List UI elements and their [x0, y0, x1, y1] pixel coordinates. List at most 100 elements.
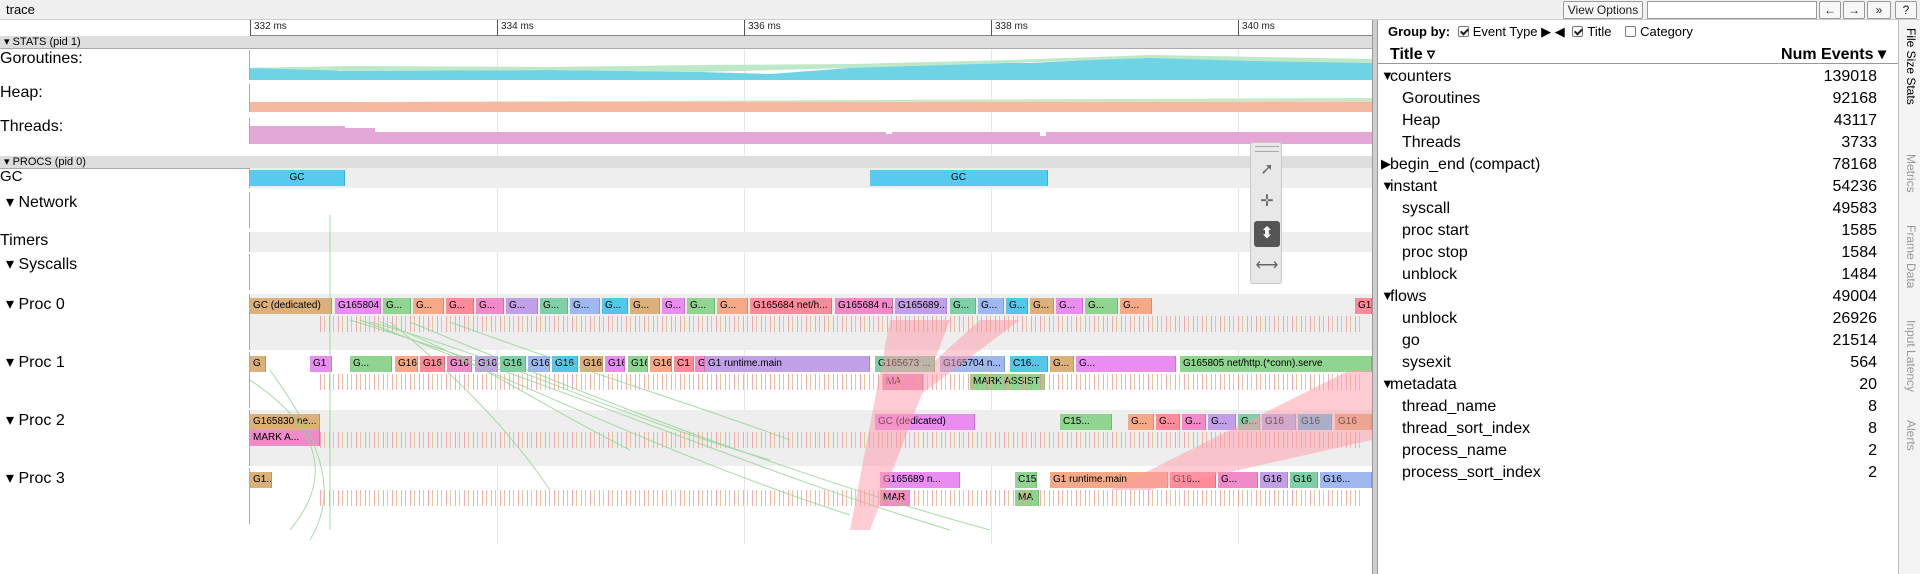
goroutine-slice[interactable]: G... — [506, 298, 538, 314]
goroutine-slice[interactable]: C15 — [1015, 472, 1037, 488]
table-row[interactable]: ▼ counters 139018 — [1378, 66, 1898, 88]
goroutine-slice[interactable]: G... — [1128, 414, 1154, 430]
network-label[interactable]: ▾ Network — [0, 192, 250, 228]
table-row[interactable]: ▼ flows 49004 — [1378, 286, 1898, 308]
goroutine-slice[interactable]: G165805 net/http.(*conn).serve — [1180, 356, 1372, 372]
tab-metrics[interactable]: Metrics — [1904, 154, 1918, 193]
timing-tool-icon[interactable]: ⟷ — [1255, 257, 1279, 274]
goroutine-slice[interactable]: G165689... — [895, 298, 947, 314]
table-row[interactable]: proc stop 1584 — [1378, 242, 1898, 264]
title-option[interactable]: Title — [1587, 24, 1612, 39]
table-row[interactable]: sysexit 564 — [1378, 352, 1898, 374]
category-checkbox[interactable] — [1625, 26, 1637, 37]
panel-splitter[interactable] — [1372, 20, 1378, 574]
find-prev-button[interactable]: ← — [1819, 1, 1841, 19]
goroutine-slice[interactable]: G16 — [650, 356, 672, 372]
goroutine-slice[interactable]: G165684 n... — [835, 298, 893, 314]
title-checkbox[interactable] — [1572, 26, 1584, 37]
goroutine-slice[interactable]: C1 — [674, 356, 694, 372]
goroutine-slice[interactable]: G1 runtime.main — [705, 356, 870, 372]
table-row[interactable]: unblock 1484 — [1378, 264, 1898, 286]
expand-toggle-icon[interactable]: ▼ — [1381, 288, 1394, 303]
goroutine-slice[interactable]: G... — [1030, 298, 1054, 314]
proc0-track[interactable]: GC (dedicated)G165804 ...G...G...G...G..… — [250, 294, 1372, 350]
goroutines-counter-track[interactable] — [250, 50, 1372, 80]
goroutine-slice[interactable]: G... — [630, 298, 660, 314]
view-options-button[interactable]: View Options — [1563, 1, 1643, 19]
table-row[interactable]: go 21514 — [1378, 330, 1898, 352]
proc3-label[interactable]: ▾ Proc 3 — [0, 468, 250, 524]
table-row[interactable]: process_name 2 — [1378, 440, 1898, 462]
goroutine-slice[interactable]: G16 — [580, 356, 603, 372]
goroutine-slice[interactable]: G... — [950, 298, 976, 314]
event-type-option[interactable]: Event Type ▶ — [1472, 24, 1552, 39]
table-row[interactable]: Threads 3733 — [1378, 132, 1898, 154]
goroutine-slice[interactable]: G16 — [628, 356, 648, 372]
heap-counter-track[interactable] — [250, 84, 1372, 112]
expand-toggle-icon[interactable]: ▼ — [1381, 178, 1394, 193]
table-row[interactable]: ▶ begin_end (compact) 78168 — [1378, 154, 1898, 176]
proc1-label[interactable]: ▾ Proc 1 — [0, 352, 250, 408]
goroutine-slice[interactable]: G... — [1006, 298, 1028, 314]
goroutine-slice[interactable]: G... — [540, 298, 568, 314]
table-row[interactable]: process_sort_index 2 — [1378, 462, 1898, 484]
goroutine-slice[interactable]: G... — [1076, 356, 1176, 372]
goroutine-slice[interactable]: G16 — [1260, 472, 1288, 488]
goroutine-slice[interactable]: G... — [1182, 414, 1206, 430]
category-option[interactable]: Category — [1640, 24, 1693, 39]
goroutine-slice[interactable]: C15... — [1060, 414, 1112, 430]
table-row[interactable]: proc start 1585 — [1378, 220, 1898, 242]
goroutine-slice[interactable]: G1 — [695, 356, 705, 372]
goroutine-slice[interactable]: G... — [1156, 414, 1180, 430]
table-row[interactable]: unblock 26926 — [1378, 308, 1898, 330]
proc2-label[interactable]: ▾ Proc 2 — [0, 410, 250, 466]
help-button[interactable]: ? — [1895, 1, 1917, 19]
timeline-view[interactable]: 332 ms 334 ms 336 ms 338 ms 340 ms ▾ STA… — [0, 20, 1372, 574]
event-type-checkbox[interactable] — [1457, 26, 1469, 37]
goroutine-slice[interactable]: G16 — [420, 356, 445, 372]
time-ruler[interactable]: 332 ms 334 ms 336 ms 338 ms 340 ms — [250, 20, 1372, 36]
expand-toggle-icon[interactable]: ▶ — [1381, 156, 1391, 171]
goroutine-slice[interactable]: G165804 ... — [335, 298, 381, 314]
goroutine-slice[interactable]: GC (dedicated) — [250, 298, 332, 314]
search-input[interactable] — [1647, 1, 1817, 19]
goroutine-slice[interactable]: G165830 ne... — [250, 414, 320, 430]
mark-assist-slice[interactable]: MARK A... — [250, 430, 320, 446]
gc-track[interactable]: GC GC — [250, 168, 1372, 188]
goroutine-slice[interactable]: G16 — [395, 356, 418, 372]
goroutine-slice[interactable]: G1... — [250, 472, 272, 488]
table-row[interactable]: thread_sort_index 8 — [1378, 418, 1898, 440]
table-row[interactable]: Heap 43117 — [1378, 110, 1898, 132]
goroutine-slice[interactable]: G... — [1218, 472, 1258, 488]
timers-track[interactable] — [250, 232, 1372, 252]
gc-slice[interactable]: GC — [870, 170, 1048, 186]
goroutine-slice[interactable]: G16 — [1355, 298, 1372, 314]
goroutine-slice[interactable]: G1 — [310, 356, 332, 372]
tab-frame-data[interactable]: Frame Data — [1904, 225, 1918, 289]
palette-drag-handle[interactable] — [1255, 146, 1279, 152]
expand-toggle-icon[interactable]: ▼ — [1381, 68, 1394, 83]
find-next-button[interactable]: → — [1843, 1, 1865, 19]
tab-file-size-stats[interactable]: File Size Stats — [1904, 28, 1918, 105]
goroutine-slice[interactable]: G... — [476, 298, 504, 314]
selection-tool-icon[interactable]: ➚ — [1260, 161, 1274, 178]
goroutine-slice[interactable]: G... — [687, 298, 715, 314]
goroutine-slice[interactable]: G... — [978, 298, 1004, 314]
goroutine-slice[interactable]: G... — [662, 298, 685, 314]
goroutine-slice[interactable]: G... — [1120, 298, 1152, 314]
goroutine-slice[interactable]: G16... — [1320, 472, 1372, 488]
table-row[interactable]: Goroutines 92168 — [1378, 88, 1898, 110]
stats-process-header[interactable]: ▾ STATS (pid 1) — [0, 36, 1372, 49]
threads-counter-track[interactable] — [250, 118, 1372, 144]
zoom-tool-icon[interactable]: ⬍ — [1254, 221, 1280, 247]
goroutine-slice[interactable]: G... — [602, 298, 628, 314]
goroutine-slice[interactable]: G16 — [528, 356, 550, 372]
goroutine-slice[interactable]: G... — [446, 298, 474, 314]
tab-input-latency[interactable]: Input Latency — [1904, 320, 1918, 393]
pan-tool-icon[interactable]: ✛ — [1260, 193, 1274, 210]
goroutine-slice[interactable]: C16... — [1010, 356, 1048, 372]
goroutine-slice[interactable]: G165689 n... — [880, 472, 960, 488]
move-left-icon[interactable]: ◀ — [1554, 24, 1565, 39]
goroutine-slice[interactable]: G... — [383, 298, 411, 314]
goroutine-slice[interactable]: G... — [717, 298, 748, 314]
